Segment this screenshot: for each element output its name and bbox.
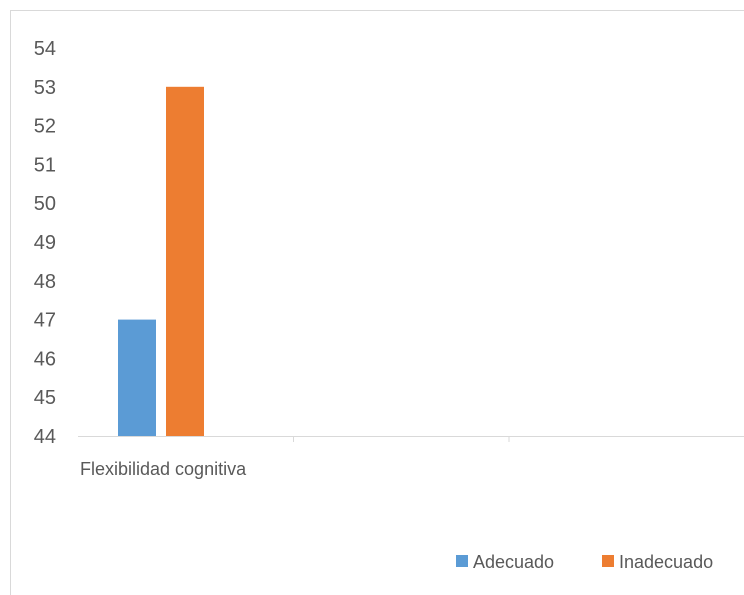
y-tick-label: 45: [34, 387, 56, 409]
y-tick-label: 54: [34, 38, 56, 60]
y-tick-label: 48: [34, 271, 56, 293]
bar-inadecuado-1: [166, 86, 204, 437]
x-axis-category-ticks: [293, 436, 510, 442]
y-tick-label: 53: [34, 77, 56, 99]
y-tick-label: 47: [34, 310, 56, 332]
legend-label-adecuado: Adecuado: [473, 552, 554, 572]
bar-adecuado-1: [118, 319, 156, 436]
bars: [118, 86, 204, 437]
legend: Adecuado Inadecuado: [456, 552, 713, 572]
y-axis-tick-labels: 44 45 46 47 48 49 50 51 52 53 54: [34, 38, 56, 448]
x-axis-category-labels: Flexibilidad cognitiva: [80, 459, 247, 479]
y-tick-label: 44: [34, 426, 56, 448]
y-tick-label: 49: [34, 232, 56, 254]
y-tick-label: 46: [34, 348, 56, 370]
y-tick-label: 52: [34, 116, 56, 138]
legend-swatch-inadecuado: [602, 555, 614, 567]
y-tick-label: 50: [34, 193, 56, 215]
x-category-label: Flexibilidad cognitiva: [80, 459, 247, 479]
legend-label-inadecuado: Inadecuado: [619, 552, 713, 572]
legend-swatch-adecuado: [456, 555, 468, 567]
y-tick-label: 51: [34, 154, 56, 176]
